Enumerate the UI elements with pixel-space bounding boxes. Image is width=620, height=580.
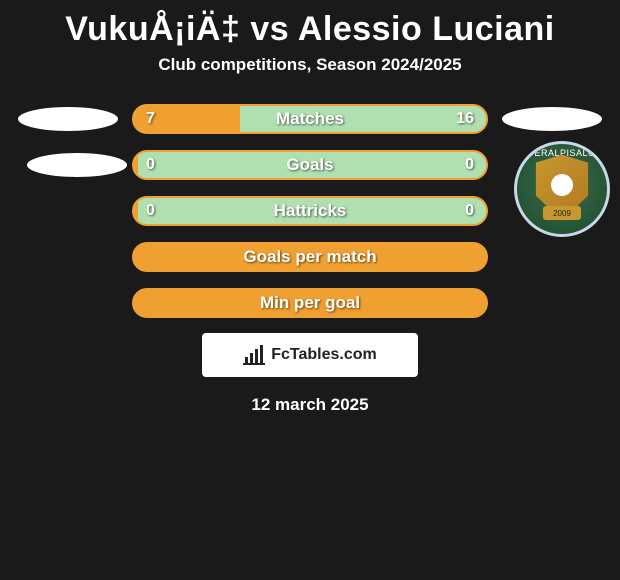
stat-row-goals-per-match: Goals per match: [8, 241, 612, 273]
player-right-club-slot: FERALPISALO 2009: [492, 149, 612, 181]
season-subtitle: Club competitions, Season 2024/2025: [8, 55, 612, 103]
player-left-avatar: [18, 107, 118, 131]
player-right-avatar-slot: [492, 103, 612, 135]
brand-text: FcTables.com: [271, 346, 377, 364]
stat-row-goals: 0 Goals 0 FERALPISALO 2009: [8, 149, 612, 181]
stat-bar: 0 Goals 0: [132, 150, 488, 180]
footer-date: 12 march 2025: [8, 395, 612, 415]
stat-right-value: 0: [465, 150, 474, 180]
club-logo: FERALPISALO 2009: [514, 141, 610, 237]
stat-bar: Min per goal: [132, 288, 488, 318]
stat-bar: Goals per match: [132, 242, 488, 272]
player-left-avatar-slot: [8, 103, 128, 135]
stat-label: Matches: [132, 104, 488, 134]
club-logo-year: 2009: [543, 206, 581, 220]
stat-bar: 7 Matches 16: [132, 104, 488, 134]
player-left-avatar-slot: [8, 149, 128, 181]
stat-right-value: 0: [465, 196, 474, 226]
player-left-avatar: [27, 153, 127, 177]
player-right-avatar: [502, 107, 602, 131]
chart-icon: [243, 345, 265, 365]
club-logo-ball: [551, 174, 573, 196]
stat-right-value: 16: [456, 104, 474, 134]
stat-row-matches: 7 Matches 16: [8, 103, 612, 135]
stat-label: Goals per match: [132, 242, 488, 272]
stat-label: Goals: [132, 150, 488, 180]
brand-footer[interactable]: FcTables.com: [202, 333, 418, 377]
stat-row-min-per-goal: Min per goal: [8, 287, 612, 319]
page-title: VukuÅ¡iÄ‡ vs Alessio Luciani: [8, 0, 612, 55]
stat-label: Min per goal: [132, 288, 488, 318]
stat-bar: 0 Hattricks 0: [132, 196, 488, 226]
stat-label: Hattricks: [132, 196, 488, 226]
